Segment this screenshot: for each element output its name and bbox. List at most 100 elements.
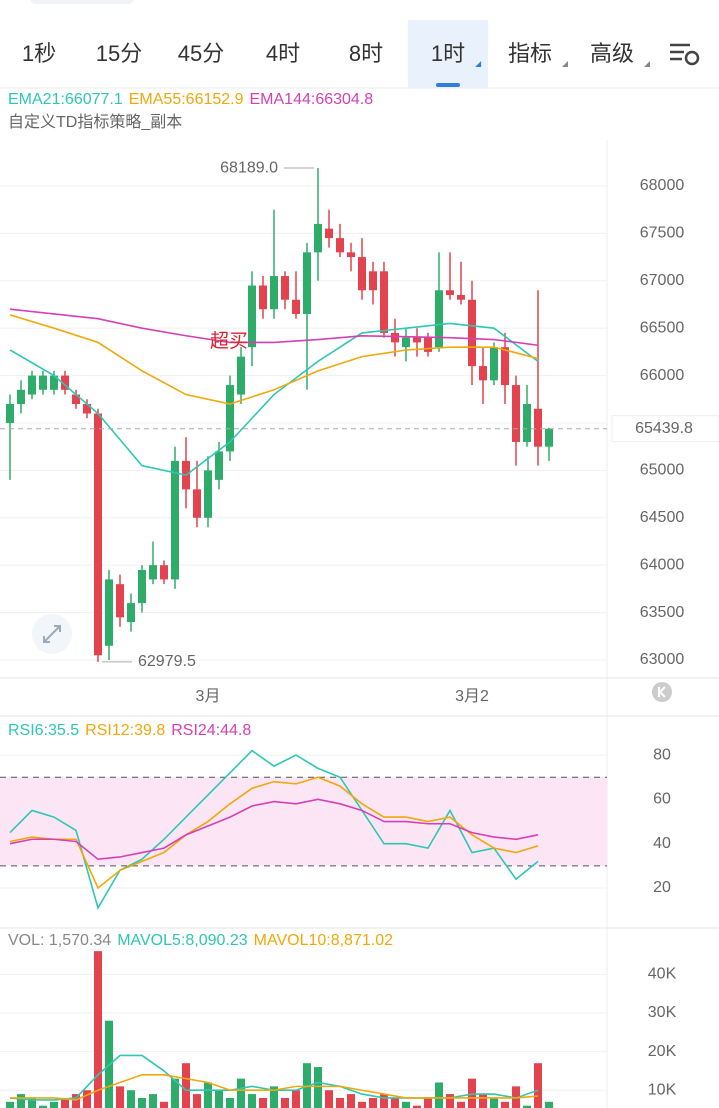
dropdown-arrow (562, 61, 569, 67)
volume-bar (523, 1105, 531, 1108)
candle-body (248, 285, 256, 348)
candle-body (325, 228, 333, 239)
candle-body (391, 332, 399, 343)
volume-bar (391, 1097, 399, 1108)
last-price-box (611, 415, 719, 443)
tab[interactable]: 4时 (266, 41, 300, 66)
volume-bar (413, 1105, 421, 1108)
candle-body (523, 404, 531, 442)
ema-line (9, 308, 539, 347)
volume-bar (369, 1097, 377, 1108)
ema-line (9, 322, 539, 476)
legend-entry: MAVOL10:8,871.02 (254, 932, 393, 949)
top-pill (30, 0, 134, 4)
y-tick-label: 30K (648, 1004, 677, 1021)
candle-body (193, 489, 201, 518)
volume-bar (347, 1094, 355, 1108)
y-tick-label: 40K (648, 966, 677, 983)
candle-body (402, 337, 410, 348)
candle-body (446, 290, 454, 296)
low-label: 62979.5 (138, 653, 196, 670)
volume-bar (17, 1094, 25, 1108)
candle-body (127, 603, 135, 623)
y-tick-label: 60 (653, 791, 671, 808)
volume-bar (50, 1101, 58, 1108)
candle-body (171, 460, 179, 580)
candle-body (149, 565, 157, 580)
volume-bar (281, 1097, 289, 1108)
legend-entry: EMA55:66152.9 (129, 91, 244, 108)
candle-body (457, 295, 465, 300)
y-tick-label: 65000 (640, 462, 685, 479)
volume-bar (259, 1097, 267, 1108)
volume-bar (83, 1090, 91, 1108)
candle-body (6, 404, 14, 423)
tab[interactable]: 1时 (431, 41, 465, 66)
indicator-name: 自定义TD指标策略_副本 (8, 113, 182, 131)
volume-bar (182, 1063, 190, 1108)
candle-body (336, 238, 344, 253)
scroll-button[interactable] (652, 682, 672, 702)
candle-body (28, 375, 36, 395)
y-tick-label: 64000 (640, 556, 685, 573)
candle-body (479, 366, 487, 381)
candle-body (259, 285, 267, 310)
volume-bar (325, 1090, 333, 1108)
active-tab-indicator (436, 83, 460, 87)
volume-bar (534, 1063, 542, 1108)
candle-body (303, 252, 311, 314)
legend-entry: VOL: 1,570.34 (8, 932, 111, 949)
volume-bar (501, 1101, 509, 1108)
volume-bar (479, 1094, 487, 1108)
volume-bar (380, 1094, 388, 1108)
y-tick-label: 80 (653, 746, 671, 763)
volume-bar (446, 1094, 454, 1108)
y-tick-label: 67500 (640, 225, 685, 242)
tab[interactable]: 45分 (178, 41, 224, 66)
x-tick-label: 3月 (196, 688, 221, 705)
volume-bar (435, 1082, 443, 1108)
y-tick-label: 64500 (640, 509, 685, 526)
tab[interactable]: 指标 (508, 41, 552, 66)
high-label: 68189.0 (220, 159, 278, 176)
rsi-line (9, 798, 539, 861)
volume-bar (237, 1078, 245, 1108)
candle-body (369, 271, 377, 291)
candle-body (292, 299, 300, 314)
volume-bar (226, 1097, 234, 1108)
volume-bar (94, 951, 102, 1108)
volume-bar (138, 1097, 146, 1108)
candle-body (215, 451, 223, 480)
volume-bar (204, 1082, 212, 1108)
candle-body (39, 375, 47, 390)
tab[interactable]: 8时 (349, 41, 383, 66)
expand-icon (43, 625, 61, 643)
y-tick-label: 66000 (640, 367, 685, 384)
candle-body (226, 385, 234, 452)
candle-body (435, 290, 443, 348)
dropdown-arrow (475, 61, 482, 67)
y-tick-label: 68000 (640, 177, 685, 194)
candle-body (424, 337, 432, 352)
tab[interactable]: 15分 (96, 41, 142, 66)
candle-body (83, 404, 91, 414)
scroll-icon (658, 686, 666, 698)
tab[interactable]: 高级 (590, 41, 634, 66)
candle-body (138, 569, 146, 604)
volume-bar (215, 1090, 223, 1108)
x-tick-label: 3月2 (455, 688, 489, 705)
tab[interactable]: 1秒 (22, 41, 56, 66)
ema-line (9, 314, 539, 405)
candle-body (17, 389, 25, 405)
annotation: 超买 (210, 330, 248, 352)
candle-body (545, 428, 553, 447)
candle-body (358, 257, 366, 291)
legend-entry: EMA21:66077.1 (8, 91, 123, 108)
volume-bar (116, 1086, 124, 1108)
y-tick-label: 10K (648, 1081, 677, 1098)
candle-body (270, 276, 278, 310)
volume-bar (358, 1101, 366, 1108)
settings-icon[interactable] (670, 43, 700, 66)
rsi-line (9, 749, 539, 910)
